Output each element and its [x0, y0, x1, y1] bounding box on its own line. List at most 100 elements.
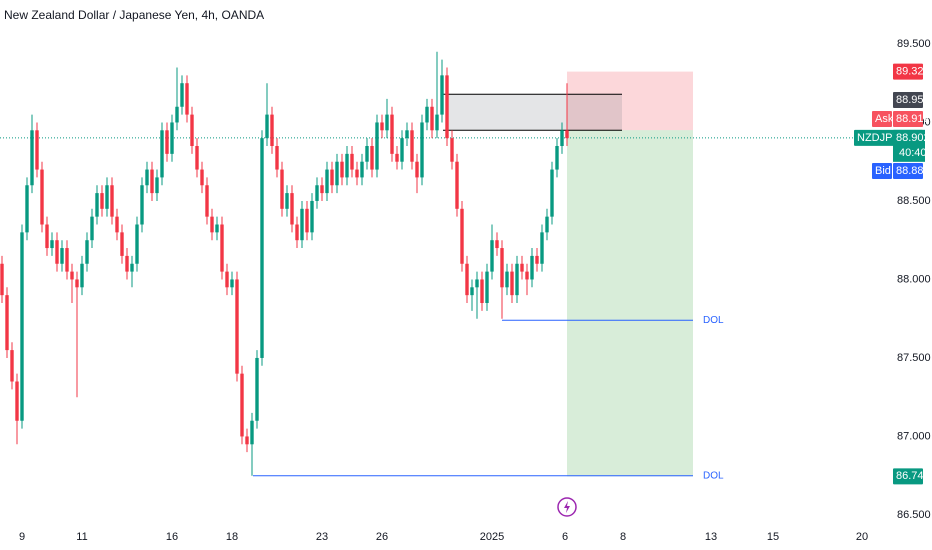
- candle-body: [385, 114, 389, 131]
- entry-price-bg: [893, 92, 923, 108]
- candle-body: [500, 248, 504, 288]
- entry-price: 88.951: [896, 94, 930, 106]
- countdown: 40:40: [899, 147, 927, 159]
- candle-body: [250, 420, 254, 445]
- candle-body: [275, 146, 279, 170]
- candle-body: [95, 193, 99, 217]
- candle-body: [260, 138, 264, 358]
- candle-body: [355, 169, 359, 178]
- x-tick-label: 15: [767, 531, 779, 543]
- candle-body: [220, 224, 224, 272]
- candle-body: [475, 279, 479, 288]
- candle-body: [160, 130, 164, 178]
- candle-body: [240, 373, 244, 437]
- x-tick-label: 9: [19, 531, 25, 543]
- y-tick-label: 88.500: [897, 195, 931, 207]
- candle-body: [335, 161, 339, 186]
- candle-body: [245, 436, 249, 445]
- candle-body: [290, 193, 294, 225]
- candle-body: [0, 263, 4, 296]
- candle-body: [55, 240, 59, 264]
- level-label: DOL: [703, 315, 724, 326]
- candle-body: [360, 161, 364, 178]
- candle-body: [420, 122, 424, 178]
- stop-price-bg: [893, 63, 923, 80]
- candle-body: [100, 193, 104, 209]
- candle-body: [215, 224, 219, 233]
- target-price-bg: [893, 468, 923, 485]
- candle-body: [90, 216, 94, 241]
- stop-price: 89.324: [896, 65, 930, 77]
- candle-body: [205, 185, 209, 217]
- candle-body: [40, 169, 44, 225]
- candle-body: [110, 185, 114, 217]
- candle-body: [180, 83, 184, 107]
- candle-body: [365, 146, 369, 162]
- candle-body: [225, 271, 229, 288]
- candle-body: [285, 193, 289, 209]
- candle-body: [415, 161, 419, 178]
- bid-label-bg: [872, 163, 892, 179]
- candle-body: [235, 279, 239, 374]
- candle-body: [120, 232, 124, 256]
- y-tick-label: 88.000: [897, 273, 931, 285]
- candle-body: [125, 255, 129, 272]
- candle-body: [195, 146, 199, 170]
- candle-body: [405, 130, 409, 139]
- x-tick-label: 8: [620, 531, 626, 543]
- candle-body: [75, 279, 79, 288]
- symbol-label: NZDJPY: [857, 132, 900, 144]
- ask-label: Ask: [875, 113, 894, 125]
- candle-body: [165, 130, 169, 154]
- candle-body: [210, 216, 214, 233]
- candle-body: [345, 153, 349, 178]
- level-label: DOL: [703, 470, 724, 481]
- x-tick-label: 2025: [480, 531, 504, 543]
- candle-body: [135, 224, 139, 264]
- candle-body: [455, 161, 459, 209]
- x-tick-label: 26: [376, 531, 388, 543]
- candle-body: [425, 106, 429, 123]
- current-price-bg: [893, 129, 923, 146]
- x-tick-label: 18: [226, 531, 238, 543]
- candle-body: [545, 216, 549, 233]
- bid-price-bg: [893, 163, 923, 179]
- candle-body: [200, 169, 204, 186]
- candle-body: [520, 263, 524, 272]
- candle-body: [465, 263, 469, 296]
- candle-body: [265, 114, 269, 139]
- candle-body: [555, 146, 559, 170]
- x-tick-label: 20: [856, 531, 868, 543]
- candle-body: [130, 263, 134, 272]
- candle-body: [155, 177, 159, 194]
- candle-body: [530, 255, 534, 280]
- candle-body: [435, 114, 439, 131]
- stop-zone: [567, 71, 693, 131]
- target-price: 86.746: [896, 470, 930, 482]
- y-tick-label: 86.500: [897, 509, 931, 521]
- candle-body: [170, 122, 174, 154]
- candle-body: [515, 263, 519, 296]
- candle-body: [5, 295, 9, 351]
- candle-body: [505, 271, 509, 288]
- candle-body: [255, 357, 259, 421]
- candle-body: [370, 146, 374, 170]
- candle-body: [30, 130, 34, 186]
- candle-body: [380, 122, 384, 131]
- symbol-label-bg: [854, 129, 894, 146]
- candle-body: [430, 106, 434, 131]
- candle-body: [440, 75, 444, 115]
- candle-body: [480, 279, 484, 304]
- zone-box: [448, 94, 622, 131]
- candle-body: [400, 138, 404, 162]
- candle-body: [140, 185, 144, 225]
- bid-label: Bid: [875, 165, 891, 177]
- current-price: 88.902: [896, 132, 930, 144]
- y-tick-label: 89.500: [897, 38, 931, 50]
- candle-body: [560, 130, 564, 147]
- candle-body: [510, 271, 514, 296]
- candle-body: [80, 263, 84, 288]
- candle-body: [35, 130, 39, 170]
- candle-body: [230, 279, 234, 288]
- candle-body: [375, 122, 379, 170]
